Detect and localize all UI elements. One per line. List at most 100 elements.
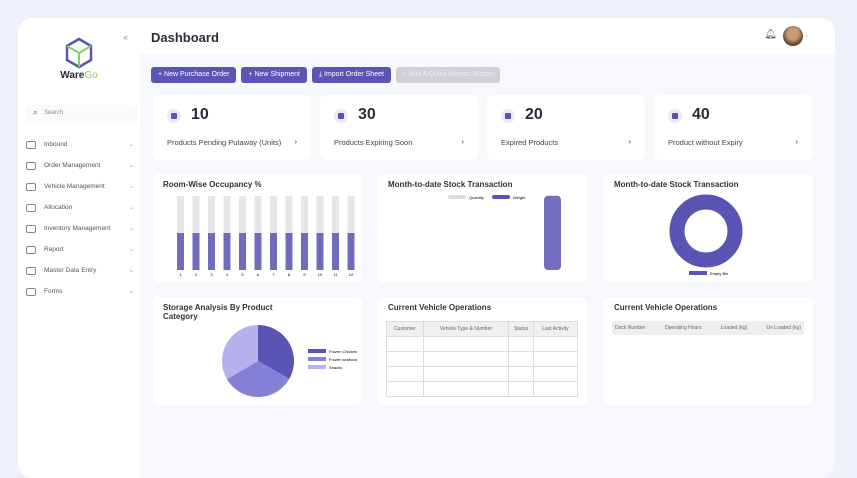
occupancy-bar	[239, 233, 246, 270]
table-cell	[532, 336, 579, 352]
quick-action-button: + Add A Quick Access Button	[395, 67, 501, 83]
sidebar-item-label: Report	[44, 246, 64, 253]
sidebar-item[interactable]: Forms ⌄	[26, 281, 134, 302]
table-cell	[532, 381, 579, 397]
table-cell	[422, 351, 510, 367]
occupancy-bar	[270, 233, 277, 270]
stock-donut-chart: Empty Bin	[669, 194, 743, 276]
sidebar-item[interactable]: Inbound ⌄	[26, 134, 134, 155]
box-icon	[167, 109, 181, 123]
table-cell	[422, 381, 510, 397]
table-row	[386, 366, 579, 382]
vehicle-ops-card-1: Current Vehicle Operations Customer Vehic…	[378, 297, 587, 405]
x-tick-label: 9	[303, 272, 306, 277]
occupancy-bar	[177, 233, 184, 270]
legend-label: Snacks	[329, 365, 342, 370]
kpi-label: Product without Expiry	[668, 138, 743, 147]
sidebar: WareGo « ⌕ Search Inbound ⌄ Order Managemen…	[18, 18, 140, 478]
kpi-card[interactable]: 10 Products Pending Putaway (Units) ›	[153, 95, 311, 160]
chevron-down-icon: ⌄	[128, 289, 134, 295]
vehicle-ops-table: Customer Vehicle Type & Number Status Last …	[386, 321, 579, 397]
sidebar-item[interactable]: Inventory Management ⌄	[26, 218, 134, 239]
kpi-card[interactable]: 30 Products Expiring Soon ›	[320, 95, 478, 160]
chevron-down-icon: ⌄	[128, 163, 134, 169]
column-header[interactable]: Customer	[386, 321, 424, 337]
x-tick-label: 2	[195, 272, 198, 277]
menu-icon	[26, 203, 36, 212]
column-header[interactable]: Last Activity	[532, 321, 579, 337]
table-cell	[386, 336, 424, 352]
weight-bar	[544, 195, 561, 270]
column-header[interactable]: Un Loaded (kg)	[766, 325, 801, 331]
chevron-right-icon[interactable]: ›	[628, 137, 631, 146]
occupancy-bar	[301, 233, 308, 270]
table-row	[386, 351, 579, 367]
chevron-down-icon: ⌄	[128, 247, 134, 253]
occupancy-bar	[192, 233, 200, 270]
bell-icon[interactable]: 🔔︎	[764, 29, 777, 40]
table-cell	[532, 351, 579, 367]
chevron-right-icon[interactable]: ›	[461, 137, 464, 146]
sidebar-item[interactable]: Order Management ⌄	[26, 155, 134, 176]
chevron-down-icon[interactable]: ⌄	[803, 33, 809, 39]
collapse-sidebar-icon[interactable]: «	[123, 32, 129, 42]
legend-swatch	[689, 271, 707, 275]
legend-label: Frozen Chicken	[329, 349, 357, 354]
legend-swatch	[308, 357, 326, 361]
avatar[interactable]	[783, 26, 803, 46]
warego-logo	[65, 37, 93, 69]
legend-label: Empty Bin	[710, 271, 728, 276]
chevron-right-icon[interactable]: ›	[795, 137, 798, 146]
donut-slice	[669, 194, 743, 268]
table-cell	[386, 351, 424, 367]
page-title: Dashboard	[151, 30, 219, 45]
quick-actions: + New Purchase Order + New Shipment ⤓ Impo…	[151, 67, 501, 83]
room-occupancy-chart: 1 2 3 4 5 6 7 8 9 10 11 12	[177, 196, 355, 277]
pie-slice	[258, 325, 294, 379]
header: Dashboard 🔔︎ ⌄	[140, 18, 835, 54]
vehicle-ops-card-2: Current Vehicle Operations Dock Number Op…	[604, 297, 813, 405]
legend-swatch	[308, 349, 326, 353]
legend-label: Weight	[513, 195, 526, 200]
table-cell	[508, 381, 534, 397]
sidebar-item[interactable]: Vehicle Management ⌄	[26, 176, 134, 197]
stock-donut-card: Month-to-date Stock Transaction Empty Bi…	[604, 174, 813, 282]
sidebar-item[interactable]: Master Data Entry ⌄	[26, 260, 134, 281]
x-tick-label: 12	[349, 272, 354, 277]
search-input[interactable]: ⌕ Search	[26, 105, 138, 123]
box-icon	[334, 109, 348, 123]
x-tick-label: 5	[241, 272, 244, 277]
storage-pie-chart: Frozen Chicken Frozen seafood Snacks	[222, 325, 357, 397]
kpi-value: 10	[191, 106, 209, 123]
kpi-card[interactable]: 20 Expired Products ›	[487, 95, 645, 160]
kpi-card[interactable]: 40 Product without Expiry ›	[654, 95, 812, 160]
chevron-down-icon: ⌄	[128, 205, 134, 211]
table-cell	[422, 336, 510, 352]
pie-slice	[226, 361, 290, 397]
stock-transaction-chart: Quantity Weight	[448, 195, 561, 270]
table-cell	[386, 381, 424, 397]
column-header[interactable]: Status	[508, 321, 534, 337]
x-tick-label: 6	[257, 272, 260, 277]
column-header[interactable]: Loaded (kg)	[720, 325, 748, 331]
storage-analysis-card: Storage Analysis By Product Category Fro…	[153, 297, 362, 405]
sidebar-item[interactable]: Report ⌄	[26, 239, 134, 260]
column-header[interactable]: Dock Number	[615, 325, 646, 331]
legend-label: Quantity	[469, 195, 484, 200]
column-header[interactable]: Vehicle Type & Number	[422, 321, 510, 337]
column-header[interactable]: Operating Hours	[664, 325, 702, 331]
menu-icon	[26, 245, 36, 254]
kpi-label: Products Pending Putaway (Units)	[167, 138, 282, 147]
x-tick-label: 4	[226, 272, 229, 277]
table-row	[386, 381, 579, 397]
sidebar-item[interactable]: Allocation ⌄	[26, 197, 134, 218]
table-cell	[422, 366, 510, 382]
quick-action-button[interactable]: + New Purchase Order	[151, 67, 237, 83]
box-icon	[668, 109, 682, 123]
quick-action-button[interactable]: + New Shipment	[241, 67, 307, 83]
quick-action-button[interactable]: ⤓ Import Order Sheet	[311, 67, 391, 83]
table-cell	[508, 336, 534, 352]
chart-title: Storage Analysis By Product Category	[163, 303, 273, 321]
chevron-right-icon[interactable]: ›	[294, 137, 297, 146]
chevron-down-icon: ⌄	[128, 226, 134, 232]
